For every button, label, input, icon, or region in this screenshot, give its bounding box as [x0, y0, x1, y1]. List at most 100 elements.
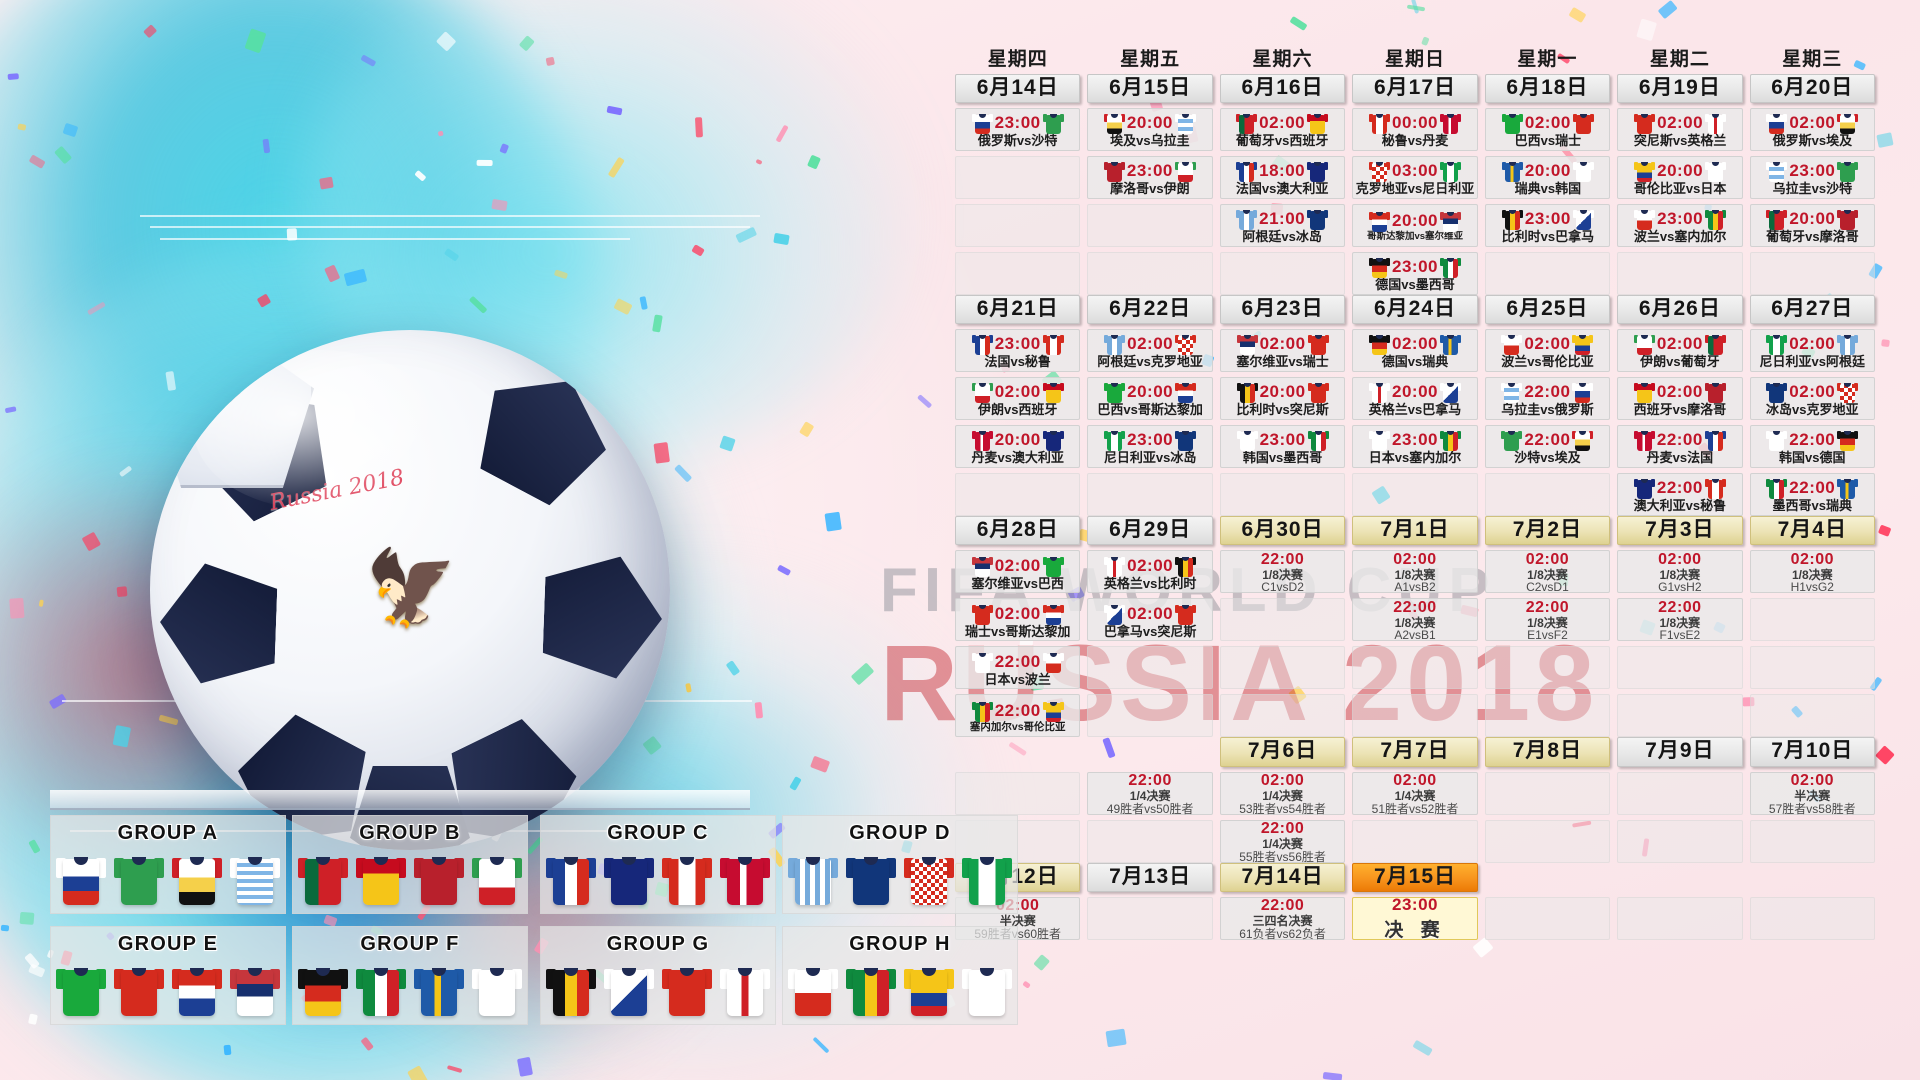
date-header[interactable]: 6月17日: [1352, 74, 1478, 104]
group-box[interactable]: GROUP G: [540, 926, 776, 1025]
match-cell[interactable]: 23:00 乌拉圭vs沙特: [1749, 156, 1875, 200]
match-cell[interactable]: 21:00 阿根廷vs冰岛: [1219, 204, 1345, 248]
match-cell[interactable]: 23:00 韩国vs墨西哥: [1219, 425, 1346, 469]
date-header[interactable]: 6月22日: [1087, 295, 1213, 325]
match-cell[interactable]: 20:00 巴西vs哥斯达黎加: [1087, 377, 1213, 421]
match-cell[interactable]: 02:00 巴拿马vs突尼斯: [1087, 598, 1213, 642]
date-header[interactable]: 6月19日: [1617, 74, 1743, 104]
match-cell[interactable]: 02:00 1/4决赛 53胜者vs54胜者: [1219, 771, 1346, 815]
date-header[interactable]: 7月7日: [1352, 737, 1478, 767]
date-header[interactable]: 6月15日: [1087, 74, 1213, 104]
match-cell[interactable]: 23:00 德国vs墨西哥: [1351, 252, 1479, 296]
match-cell[interactable]: 22:00 三四名决赛 61负者vs62负者: [1219, 896, 1346, 940]
date-header[interactable]: 7月9日: [1617, 737, 1743, 767]
date-header[interactable]: 7月8日: [1484, 737, 1611, 767]
match-cell[interactable]: 20:00 埃及vs乌拉圭: [1087, 108, 1213, 152]
group-box[interactable]: GROUP C: [540, 815, 776, 914]
match-cell[interactable]: 22:00 1/8决赛 F1vsE2: [1617, 598, 1743, 642]
date-header[interactable]: 7月4日: [1749, 516, 1875, 546]
match-cell[interactable]: 02:00 塞尔维亚vs巴西: [955, 550, 1081, 594]
match-cell[interactable]: 20:00 丹麦vs澳大利亚: [955, 425, 1081, 469]
match-cell[interactable]: 23:00 尼日利亚vs冰岛: [1087, 425, 1213, 469]
match-cell[interactable]: 18:00 法国vs澳大利亚: [1219, 156, 1345, 200]
match-cell[interactable]: 22:00 1/8决赛 C1vsD2: [1219, 550, 1346, 594]
match-cell[interactable]: 22:00 日本vs波兰: [955, 646, 1081, 690]
match-cell[interactable]: 20:00 哥斯达黎加vs塞尔维亚: [1351, 204, 1479, 248]
date-header[interactable]: 7月3日: [1617, 516, 1743, 546]
match-cell[interactable]: 02:00 西班牙vs摩洛哥: [1617, 377, 1743, 421]
match-cell[interactable]: 22:00 丹麦vs法国: [1617, 425, 1743, 469]
match-cell[interactable]: 03:00 克罗地亚vs尼日利亚: [1351, 156, 1479, 200]
match-cell[interactable]: 02:00 巴西vs瑞士: [1485, 108, 1611, 152]
date-header[interactable]: 7月6日: [1219, 737, 1346, 767]
group-box[interactable]: GROUP H: [782, 926, 1018, 1025]
match-cell[interactable]: 02:00 德国vs瑞典: [1352, 329, 1478, 373]
match-cell[interactable]: 02:00 尼日利亚vs阿根廷: [1749, 329, 1875, 373]
match-cell[interactable]: 02:00 冰岛vs克罗地亚: [1749, 377, 1875, 421]
date-header[interactable]: 6月23日: [1219, 295, 1346, 325]
match-cell[interactable]: 23:00 日本vs塞内加尔: [1352, 425, 1478, 469]
match-cell[interactable]: 22:00 1/4决赛 55胜者vs56胜者: [1219, 819, 1346, 863]
match-cell[interactable]: 22:00 1/8决赛 E1vsF2: [1484, 598, 1611, 642]
match-cell[interactable]: 23:00 比利时vs巴拿马: [1485, 204, 1611, 248]
date-header[interactable]: 6月18日: [1484, 74, 1611, 104]
match-cell[interactable]: 02:00 1/4决赛 51胜者vs52胜者: [1352, 771, 1478, 815]
date-header[interactable]: 6月25日: [1484, 295, 1611, 325]
match-cell[interactable]: 20:00 比利时vs突尼斯: [1219, 377, 1346, 421]
match-cell[interactable]: 22:00 乌拉圭vs俄罗斯: [1484, 377, 1611, 421]
match-cell[interactable]: 23:00 决 赛: [1352, 895, 1478, 941]
date-header[interactable]: 7月10日: [1749, 737, 1875, 767]
match-cell[interactable]: 23:00 俄罗斯vs沙特: [955, 108, 1081, 152]
match-cell[interactable]: 02:00 1/8决赛 C2vsD1: [1484, 550, 1611, 594]
match-cell[interactable]: 02:00 阿根廷vs克罗地亚: [1087, 329, 1213, 373]
match-cell[interactable]: 22:00 墨西哥vs瑞典: [1749, 473, 1875, 517]
date-header[interactable]: 7月15日: [1352, 862, 1478, 892]
match-cell[interactable]: 02:00 半决赛 57胜者vs58胜者: [1749, 771, 1875, 815]
match-cell[interactable]: 20:00 英格兰vs巴拿马: [1352, 377, 1478, 421]
date-header[interactable]: 6月20日: [1749, 74, 1875, 104]
match-cell[interactable]: 23:00 摩洛哥vs伊朗: [1087, 156, 1213, 200]
match-cell[interactable]: 22:00 沙特vs埃及: [1484, 425, 1611, 469]
group-box[interactable]: GROUP F: [292, 926, 528, 1025]
match-cell[interactable]: 20:00 瑞典vs韩国: [1485, 156, 1611, 200]
group-box[interactable]: GROUP B: [292, 815, 528, 914]
match-cell[interactable]: 22:00 韩国vs德国: [1749, 425, 1875, 469]
match-cell[interactable]: 20:00 葡萄牙vs摩洛哥: [1749, 204, 1875, 248]
match-cell[interactable]: 22:00 1/4决赛 49胜者vs50胜者: [1087, 771, 1213, 815]
match-cell[interactable]: 20:00 哥伦比亚vs日本: [1617, 156, 1743, 200]
match-cell[interactable]: 02:00 塞尔维亚vs瑞士: [1219, 329, 1346, 373]
match-cell[interactable]: 02:00 1/8决赛 G1vsH2: [1617, 550, 1743, 594]
date-header[interactable]: 7月1日: [1352, 516, 1478, 546]
date-header[interactable]: 6月21日: [955, 295, 1081, 325]
date-header[interactable]: 6月26日: [1617, 295, 1743, 325]
match-cell[interactable]: 00:00 秘鲁vs丹麦: [1351, 108, 1479, 152]
date-header[interactable]: 7月2日: [1484, 516, 1611, 546]
date-header[interactable]: 6月29日: [1087, 516, 1213, 546]
date-header[interactable]: 6月24日: [1352, 295, 1478, 325]
match-cell[interactable]: 22:00 1/8决赛 A2vsB1: [1352, 598, 1478, 642]
group-box[interactable]: GROUP A: [50, 815, 286, 914]
date-header[interactable]: 7月13日: [1087, 862, 1213, 892]
match-cell[interactable]: 02:00 英格兰vs比利时: [1087, 550, 1213, 594]
match-cell[interactable]: 02:00 葡萄牙vs西班牙: [1219, 108, 1345, 152]
date-header[interactable]: 6月16日: [1219, 74, 1346, 104]
match-cell[interactable]: 22:00 澳大利亚vs秘鲁: [1617, 473, 1743, 517]
date-header[interactable]: 6月30日: [1219, 516, 1346, 546]
match-cell[interactable]: 02:00 瑞士vs哥斯达黎加: [955, 598, 1081, 642]
match-cell[interactable]: 02:00 1/8决赛 H1vsG2: [1749, 550, 1875, 594]
match-cell[interactable]: 02:00 波兰vs哥伦比亚: [1484, 329, 1611, 373]
group-box[interactable]: GROUP D: [782, 815, 1018, 914]
date-header[interactable]: 6月14日: [955, 74, 1081, 104]
date-header[interactable]: 6月27日: [1749, 295, 1875, 325]
match-cell[interactable]: 02:00 突尼斯vs英格兰: [1617, 108, 1743, 152]
match-cell[interactable]: 02:00 1/8决赛 A1vsB2: [1352, 550, 1478, 594]
group-box[interactable]: GROUP E: [50, 926, 286, 1025]
match-cell[interactable]: 22:00 塞内加尔vs哥伦比亚: [955, 694, 1081, 738]
match-cell[interactable]: 23:00 法国vs秘鲁: [955, 329, 1081, 373]
match-cell[interactable]: 02:00 俄罗斯vs埃及: [1749, 108, 1875, 152]
date-header[interactable]: 6月28日: [955, 516, 1081, 546]
date-header[interactable]: 7月14日: [1219, 862, 1346, 892]
match-cell[interactable]: 02:00 伊朗vs西班牙: [955, 377, 1081, 421]
match-cell[interactable]: 23:00 波兰vs塞内加尔: [1617, 204, 1743, 248]
match-cell[interactable]: 02:00 伊朗vs葡萄牙: [1617, 329, 1743, 373]
